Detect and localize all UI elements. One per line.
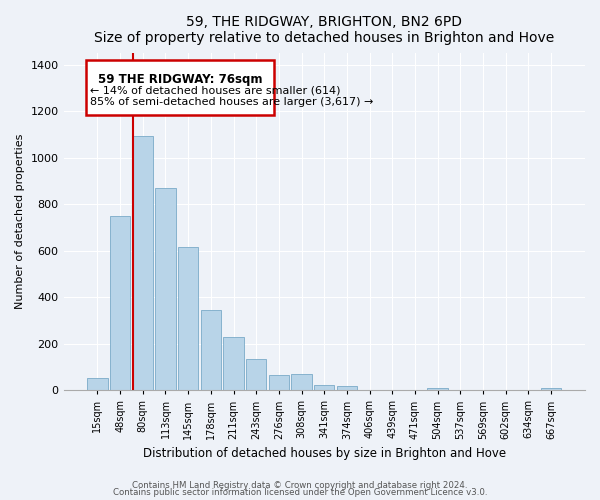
Bar xyxy=(200,310,221,390)
X-axis label: Distribution of detached houses by size in Brighton and Hove: Distribution of detached houses by size … xyxy=(143,447,506,460)
Text: 85% of semi-detached houses are larger (3,617) →: 85% of semi-detached houses are larger (… xyxy=(89,98,373,108)
Bar xyxy=(427,388,448,390)
Text: Contains HM Land Registry data © Crown copyright and database right 2024.: Contains HM Land Registry data © Crown c… xyxy=(132,480,468,490)
Bar xyxy=(541,388,561,390)
Text: 59 THE RIDGWAY: 76sqm: 59 THE RIDGWAY: 76sqm xyxy=(98,73,262,86)
Bar xyxy=(292,374,312,390)
Bar xyxy=(337,386,357,390)
Bar xyxy=(269,375,289,390)
Bar xyxy=(133,136,153,390)
Bar xyxy=(155,188,176,390)
Title: 59, THE RIDGWAY, BRIGHTON, BN2 6PD
Size of property relative to detached houses : 59, THE RIDGWAY, BRIGHTON, BN2 6PD Size … xyxy=(94,15,554,45)
Text: Contains public sector information licensed under the Open Government Licence v3: Contains public sector information licen… xyxy=(113,488,487,497)
Bar xyxy=(246,360,266,390)
Bar xyxy=(86,60,274,115)
Bar xyxy=(87,378,107,390)
Text: ← 14% of detached houses are smaller (614): ← 14% of detached houses are smaller (61… xyxy=(89,86,340,96)
Bar xyxy=(223,338,244,390)
Y-axis label: Number of detached properties: Number of detached properties xyxy=(15,134,25,310)
Bar xyxy=(178,248,199,390)
Bar xyxy=(314,385,334,390)
Bar xyxy=(110,216,130,390)
